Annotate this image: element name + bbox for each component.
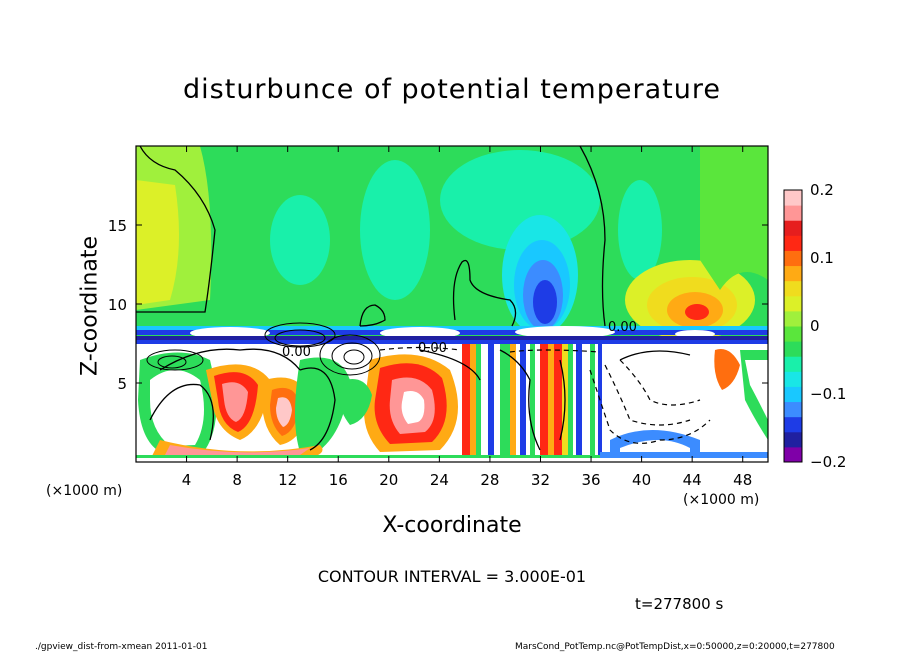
y-tick-label: 5 [117,375,127,393]
colorbar-swatch [784,295,802,312]
colorbar-swatch [784,341,802,357]
colorbar-swatch [784,205,802,221]
colorbar-swatch [784,265,802,282]
contour-cluster [146,322,381,376]
x-tick-label: 12 [278,471,297,489]
x-tick-label: 32 [531,471,550,489]
y-tick-label: 15 [108,217,127,235]
x-tick-label: 4 [182,471,192,489]
x-tick-label: 8 [232,471,242,489]
footer-script-label: ./gpview_dist-from-xmean 2011-01-01 [35,642,208,652]
heatmap-field [136,146,768,462]
colorbar-tick-label: 0.1 [810,249,834,267]
colorbar-swatch [784,416,802,433]
colorbar-swatch [784,280,802,297]
x-axis: 4 8 12 16 20 24 28 32 36 40 44 48 [182,146,752,489]
x-tick-label: 16 [329,471,348,489]
colorbar-swatch [784,235,802,251]
x-tick-label: 44 [683,471,702,489]
colorbar-swatch [784,386,802,403]
x-unit-label-left: (×1000 m) [46,483,123,499]
colorbar-swatch [784,401,802,418]
footer-source-label: MarsCond_PotTemp.nc@PotTempDist,x=0:5000… [515,642,835,652]
colorbar-swatch [784,220,802,236]
colorbar: 0.2 0.1 0 −0.1 −0.2 [783,181,846,471]
colorbar-swatch [784,250,802,267]
y-axis: 5 10 15 [108,217,768,393]
colorbar-swatch [784,326,802,342]
x-tick-label: 20 [379,471,398,489]
y-axis-label: Z-coordinate [77,236,103,376]
contour-label: 0.00 [608,320,637,335]
colorbar-swatch [784,356,802,372]
x-tick-label: 28 [480,471,499,489]
colorbar-swatch [784,190,802,206]
colorbar-swatch [784,310,802,327]
colorbar-tick-label: −0.2 [810,453,846,471]
x-tick-label: 48 [733,471,752,489]
colorbar-frame [783,189,803,463]
x-unit-label-right: (×1000 m) [683,492,760,508]
colorbar-swatch [784,446,802,463]
colorbar-swatch [784,431,802,448]
x-tick-label: 24 [430,471,449,489]
contour-dashed [379,346,711,444]
contour-interval-text: CONTOUR INTERVAL = 3.000E-01 [317,567,587,586]
colorbar-tick-label: −0.1 [810,385,846,403]
y-tick-label: 10 [108,296,127,314]
colorbar-tick-label: 0 [810,317,820,335]
x-axis-label: X-coordinate [382,513,522,538]
x-tick-label: 36 [581,471,600,489]
x-tick-label: 40 [632,471,651,489]
time-label: t=277800 s [635,595,724,613]
colorbar-tick-label: 0.2 [810,181,834,199]
contour-label: 0.00 [282,345,311,360]
colorbar-swatch [784,371,802,387]
contour-label: 0.00 [418,341,447,356]
chart-title: disturbunce of potential temperature [183,74,721,105]
